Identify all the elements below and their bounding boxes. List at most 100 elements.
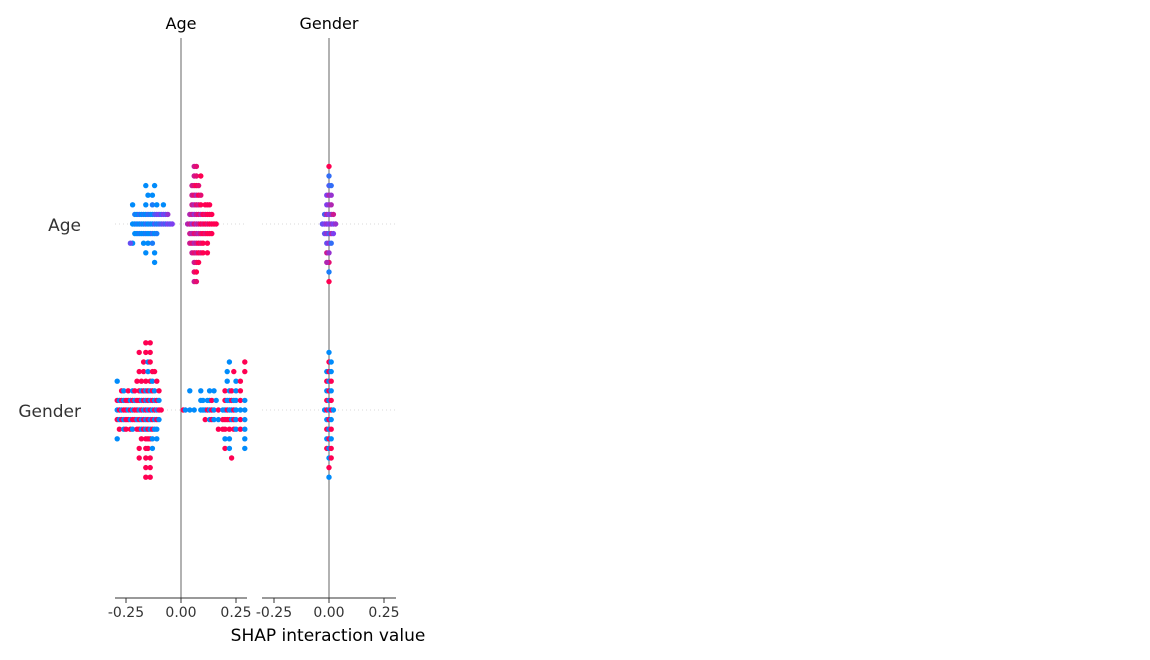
scatter-point (328, 378, 334, 384)
scatter-point (226, 359, 233, 365)
scatter-point (143, 474, 149, 480)
scatter-point (326, 278, 332, 285)
scatter-point (145, 445, 151, 452)
scatter-point (160, 202, 167, 208)
scatter-point (140, 368, 147, 375)
scatter-point (149, 192, 156, 198)
scatter-point (193, 269, 200, 275)
scatter-point (198, 173, 204, 179)
scatter-point (328, 416, 334, 423)
scatter-point (191, 407, 197, 413)
scatter-point (328, 426, 334, 432)
scatter-point (204, 240, 211, 246)
scatter-point (326, 269, 332, 275)
scatter-point (242, 445, 248, 452)
x-tick-label: 0.25 (368, 605, 399, 621)
scatter-point (328, 192, 334, 198)
scatter-point (222, 426, 228, 432)
scatter-point (233, 426, 239, 432)
scatter-point (242, 359, 248, 365)
scatter-point (215, 426, 222, 432)
scatter-point (149, 436, 156, 442)
scatter-point (324, 259, 330, 266)
scatter-point (140, 240, 147, 246)
scatter-point (151, 250, 158, 256)
scatter-point (151, 388, 158, 394)
scatter-point (151, 368, 158, 375)
scatter-point (233, 378, 239, 384)
scatter-point (233, 388, 239, 394)
scatter-point (143, 202, 149, 208)
scatter-point (237, 397, 244, 404)
scatter-point (330, 407, 337, 413)
scatter-point (328, 388, 334, 394)
scatter-point (242, 416, 248, 423)
scatter-point (116, 426, 123, 432)
scatter-point (140, 359, 147, 365)
scatter-point (129, 202, 136, 208)
scatter-point (242, 426, 248, 432)
scatter-point (187, 388, 193, 394)
scatter-point (198, 202, 204, 208)
scatter-point (195, 182, 202, 189)
scatter-point (151, 259, 158, 266)
scatter-point (145, 368, 151, 375)
scatter-point (147, 349, 153, 356)
scatter-point (143, 455, 149, 461)
scatter-point (204, 250, 211, 256)
scatter-point (213, 221, 219, 227)
scatter-point (242, 436, 248, 442)
scatter-point (222, 445, 228, 452)
scatter-point (147, 359, 153, 365)
scatter-point (143, 340, 149, 346)
scatter-point (228, 455, 235, 461)
scatter-point (193, 278, 200, 285)
scatter-point (156, 397, 162, 404)
scatter-point (211, 407, 217, 413)
scatter-point (242, 407, 248, 413)
x-tick-label: 0.25 (220, 605, 251, 621)
scatter-point (326, 474, 332, 480)
points-layer (114, 163, 339, 480)
scatter-point (154, 378, 160, 384)
scatter-point (330, 230, 337, 237)
scatter-point (136, 349, 142, 356)
scatter-point (182, 407, 189, 413)
scatter-point (129, 426, 136, 432)
scatter-point (121, 388, 127, 394)
scatter-point (242, 368, 248, 375)
scatter-point (138, 378, 145, 384)
scatter-point (226, 426, 233, 432)
scatter-point (215, 407, 222, 413)
scatter-point (209, 397, 215, 404)
scatter-point (156, 388, 162, 394)
scatter-point (202, 416, 208, 423)
tick-layer: -0.25 0.00 0.25 -0.25 0.00 0.25 (108, 598, 400, 621)
scatter-point (198, 192, 204, 198)
scatter-point (154, 436, 160, 442)
scatter-point (328, 202, 334, 208)
scatter-point (332, 221, 339, 227)
cell-age-age (127, 163, 219, 285)
scatter-point (156, 416, 162, 423)
scatter-point (326, 349, 332, 356)
scatter-point (200, 240, 206, 246)
scatter-point (193, 173, 200, 179)
scatter-point (206, 202, 213, 208)
scatter-point (211, 388, 217, 394)
scatter-point (224, 378, 230, 384)
scatter-point (154, 426, 160, 432)
scatter-point (237, 388, 244, 394)
scatter-point (328, 359, 334, 365)
scatter-point (136, 445, 142, 452)
scatter-point (242, 397, 248, 404)
x-tick-label: 0.00 (165, 605, 196, 621)
scatter-point (147, 340, 153, 346)
scatter-point (147, 455, 153, 461)
scatter-point (237, 407, 244, 413)
scatter-point (132, 388, 138, 394)
scatter-point (213, 397, 219, 404)
scatter-point (330, 211, 337, 218)
scatter-point (187, 407, 193, 413)
